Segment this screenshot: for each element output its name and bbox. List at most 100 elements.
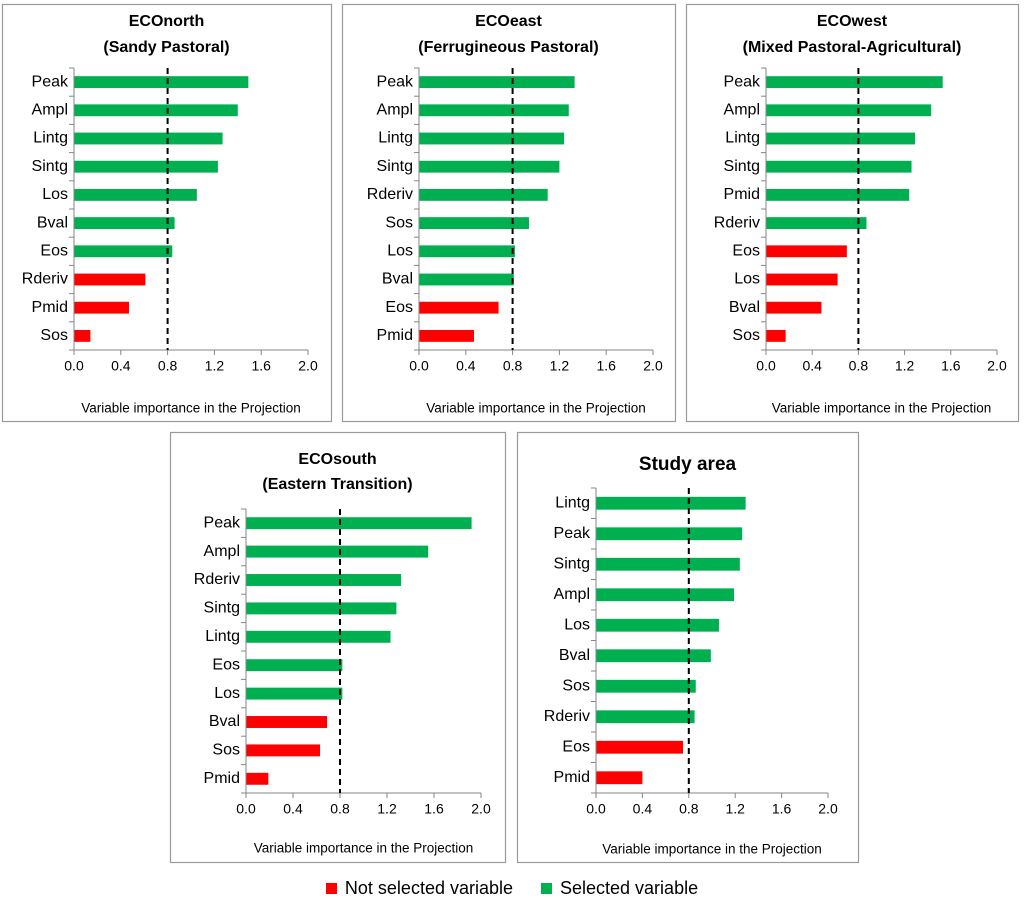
chart4-x-tick-label: 0.8 (330, 801, 350, 817)
chart5-bar (596, 527, 743, 541)
legend-swatch-selected (541, 882, 552, 894)
chart3-bar (766, 160, 912, 173)
chart3-bar (766, 132, 915, 145)
chart3-bar (766, 245, 847, 258)
chart1-x-tick-label: 0.0 (64, 358, 84, 374)
chart4-x-tick-label: 1.2 (377, 801, 397, 817)
chart3-title: ECOwest (817, 13, 888, 30)
chart1-frame (1, 3, 333, 423)
chart4-frame (169, 431, 507, 864)
chart1-subtitle: (Sandy Pastoral) (103, 39, 229, 56)
chart1-x-tick-label: 1.2 (205, 358, 225, 374)
chart1-bar (74, 188, 197, 201)
chart5-bar (596, 771, 643, 785)
chart4-bar (246, 574, 402, 586)
legend-swatch-not-selected (325, 882, 337, 894)
legend-label-not-selected: Not selected variable (344, 877, 513, 898)
chart2-category-label: Pmid (377, 327, 413, 344)
chart2-category-label: Bval (382, 271, 413, 288)
chart2-bar (419, 217, 529, 230)
chart4-category-label: Peak (204, 514, 241, 531)
chart4-bar (246, 744, 321, 757)
chart4-category-label: Pmid (204, 770, 240, 787)
chart5-x-tick-label: 0.8 (679, 801, 699, 817)
chart2-category-label: Sintg (377, 158, 413, 175)
chart1-x-tick-label: 1.6 (251, 358, 271, 374)
chart1-category-label: Los (42, 186, 68, 203)
chart5-category-label: Eos (562, 738, 590, 755)
chart1-category-label: Bval (37, 214, 68, 231)
chart4-bar (246, 545, 429, 558)
chart4-bar (246, 716, 328, 728)
chart5-category-label: Los (564, 616, 590, 633)
chart3-category-label: Eos (732, 243, 760, 260)
legend-label-selected: Selected variable (560, 877, 699, 898)
chart1-bar (74, 301, 129, 314)
chart2-subtitle: (Ferrugineous Pastoral) (418, 39, 598, 56)
chart5-x-tick-label: 1.2 (725, 801, 745, 817)
chart3-category-label: Sos (732, 327, 760, 344)
chart4-category-label: Sintg (204, 600, 240, 617)
chart4-bar (246, 659, 343, 672)
chart1-bar (74, 273, 146, 286)
chart4-x-axis-label: Variable importance in the Projection (254, 841, 474, 856)
chart3-x-tick-label: 0.0 (756, 358, 776, 374)
chart5-category-label: Ampl (554, 586, 590, 603)
chart5-category-label: Bval (559, 647, 590, 664)
chart1-category-label: Lintg (33, 130, 68, 147)
chart1-bar (74, 245, 173, 258)
chart5-category-label: Rderiv (544, 708, 590, 725)
chart3-x-tick-label: 1.6 (941, 358, 961, 374)
chart3-category-label: Pmid (724, 186, 760, 203)
chart3-x-axis-label: Variable importance in the Projection (772, 401, 992, 416)
legend-item-not-selected: Not selected variable (325, 877, 513, 899)
chart4-x-tick-label: 1.6 (424, 801, 444, 817)
chart3-bar (766, 76, 943, 89)
chart5-bar (596, 618, 719, 632)
chart2-category-label: Ampl (377, 102, 413, 119)
chart1-category-label: Rderiv (22, 271, 68, 288)
chart5-bar (596, 679, 696, 693)
chart3-category-label: Los (734, 271, 760, 288)
chart1-category-label: Sos (40, 327, 68, 344)
chart3-bar (766, 301, 822, 314)
chart2-bar (419, 132, 565, 145)
chart5-x-tick-label: 2.0 (818, 801, 838, 817)
chart2-title: ECOeast (475, 13, 542, 30)
chart2-bar (419, 301, 499, 314)
chart4-bar (246, 602, 397, 615)
chart4-bar (246, 630, 391, 643)
chart4-x-tick-label: 0.4 (283, 801, 303, 817)
chart2-x-tick-label: 2.0 (643, 358, 663, 374)
chart3-category-label: Rderiv (714, 214, 760, 231)
chart3-x-tick-label: 0.4 (802, 358, 822, 374)
chart2-x-tick-label: 0.4 (456, 358, 476, 374)
chart5-x-tick-label: 1.6 (772, 801, 792, 817)
chart5-x-axis-label: Variable importance in the Projection (602, 842, 822, 857)
chart3-bar (766, 329, 786, 342)
chart2-bar (419, 104, 569, 117)
legend-item-selected: Selected variable (541, 878, 698, 899)
chart1-bar (74, 132, 223, 145)
chart1-bar (74, 104, 238, 117)
chart1-bar (74, 329, 91, 342)
chart4-subtitle: (Eastern Transition) (262, 476, 412, 493)
chart3-x-tick-label: 0.8 (849, 358, 869, 374)
chart3-x-tick-label: 1.2 (895, 358, 915, 374)
chart5-bar (596, 740, 683, 754)
chart4-x-tick-label: 0.0 (236, 801, 256, 817)
chart1-bar (74, 76, 249, 89)
chart5-category-label: Sos (562, 677, 590, 694)
chart3-category-label: Ampl (724, 102, 760, 119)
chart3-category-label: Bval (729, 299, 760, 316)
chart3-category-label: Lintg (725, 130, 760, 147)
chart2-category-label: Lintg (378, 130, 413, 147)
chart4-category-label: Bval (209, 713, 240, 730)
chart1-x-axis-label: Variable importance in the Projection (81, 401, 301, 416)
chart3-frame (685, 3, 1020, 423)
chart2-x-tick-label: 0.0 (409, 358, 429, 374)
chart2-category-label: Peak (377, 73, 414, 90)
chart1-x-tick-label: 2.0 (298, 358, 318, 374)
chart4-bar (246, 687, 343, 700)
